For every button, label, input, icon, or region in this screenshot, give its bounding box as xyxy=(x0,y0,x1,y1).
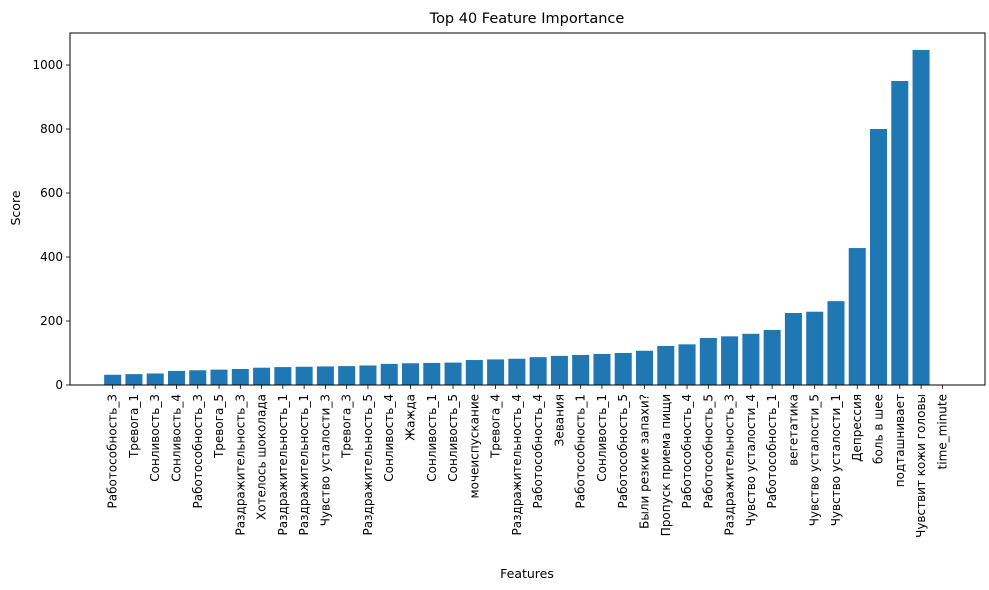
x-tick-label: боль в шее xyxy=(872,394,886,464)
bar xyxy=(657,345,675,385)
bars-layer xyxy=(104,49,930,386)
bar xyxy=(912,49,930,386)
x-tick-label: Чувство усталости_4 xyxy=(744,394,758,526)
y-tick-label: 600 xyxy=(40,186,63,200)
x-tick-label: Раздражительность_3 xyxy=(233,394,247,535)
x-tick-label: Работособность_3 xyxy=(106,394,120,509)
x-tick-label: Работособность_1 xyxy=(574,394,588,509)
x-axis-label: Features xyxy=(500,566,554,581)
x-tick-label: Раздражительность_1 xyxy=(297,394,311,535)
x-tick-label: Жажда xyxy=(403,394,417,441)
bar xyxy=(614,353,632,385)
bar xyxy=(572,354,590,385)
x-tick-label: Тревога_3 xyxy=(340,394,354,459)
bar xyxy=(550,355,568,385)
bar xyxy=(125,374,143,385)
x-tick-label: Раздражительность_5 xyxy=(361,394,375,535)
x-tick-label: Чувство усталости_1 xyxy=(829,394,843,526)
x-tick-label: подташнивает xyxy=(893,394,907,487)
bar xyxy=(295,366,313,385)
bar xyxy=(253,367,271,385)
bar xyxy=(508,358,526,385)
x-tick-label: Работособность_4 xyxy=(680,394,694,509)
bar xyxy=(167,370,185,385)
y-tick-label: 1000 xyxy=(32,58,63,72)
x-tick-label: Тревога_4 xyxy=(489,394,503,459)
bar xyxy=(699,337,717,385)
bar xyxy=(401,363,419,385)
x-tick-label: Пропуск приема пищи xyxy=(659,394,673,536)
bar xyxy=(678,344,696,385)
x-tick-label: Сонливость_4 xyxy=(169,394,183,482)
x-tick-label: мочеиспускание xyxy=(467,394,481,498)
bar xyxy=(380,363,398,385)
x-tick-label: Работособность_1 xyxy=(765,394,779,509)
bar xyxy=(848,248,866,385)
bar xyxy=(636,350,654,385)
x-tick-label: Тревога_5 xyxy=(212,394,226,459)
x-tick-label: Чувствит кожи головы xyxy=(914,394,928,538)
y-axis-label: Score xyxy=(8,190,23,225)
y-axis-ticks: 0 200 400 600 800 1000 xyxy=(32,58,70,392)
x-tick-label: Были резкие запахи? xyxy=(638,394,652,529)
bar xyxy=(827,301,845,385)
x-tick-label: Чувство усталости_5 xyxy=(808,394,822,526)
x-tick-label: Раздражительность_3 xyxy=(723,394,737,535)
y-tick-label: 400 xyxy=(40,250,63,264)
bar xyxy=(104,374,122,385)
bar xyxy=(891,81,909,385)
x-tick-label: Работособность_4 xyxy=(531,394,545,509)
bar xyxy=(529,357,547,385)
y-tick-label: 200 xyxy=(40,314,63,328)
chart-title: Top 40 Feature Importance xyxy=(429,11,625,27)
x-tick-label: Раздражительность_1 xyxy=(276,394,290,535)
x-tick-label: Сонливость_1 xyxy=(595,394,609,482)
y-tick-label: 800 xyxy=(40,122,63,136)
bar xyxy=(444,362,462,385)
bar xyxy=(487,359,505,385)
bar xyxy=(359,365,377,385)
bar xyxy=(784,313,802,385)
x-tick-label: Работособность_5 xyxy=(616,394,630,509)
x-tick-label: Сонливость_3 xyxy=(148,394,162,482)
x-tick-label: Сонливость_5 xyxy=(446,394,460,482)
x-tick-label: Работособность_3 xyxy=(191,394,205,509)
bar xyxy=(423,362,441,385)
y-tick-label: 0 xyxy=(55,378,63,392)
x-tick-label: Тревога_1 xyxy=(127,394,141,459)
x-tick-label: Раздражительность_4 xyxy=(510,394,524,535)
x-tick-label: Хотелось шоколада xyxy=(255,394,269,520)
x-tick-label: вегетатика xyxy=(786,394,800,466)
bar xyxy=(763,329,781,385)
bar xyxy=(210,369,228,385)
bar xyxy=(465,360,483,385)
bar xyxy=(146,373,164,385)
bar xyxy=(593,353,611,385)
bar xyxy=(742,333,760,385)
bar xyxy=(316,366,334,385)
bar xyxy=(870,129,888,385)
x-tick-label: Чувство усталости_3 xyxy=(318,394,332,526)
x-tick-label: Работособность_5 xyxy=(701,394,715,509)
x-tick-label: Зевания xyxy=(552,394,566,446)
x-tick-label: time_minute xyxy=(935,394,949,469)
bar xyxy=(806,311,824,385)
bar xyxy=(231,369,249,385)
bar xyxy=(189,370,207,385)
x-tick-label: Сонливость_4 xyxy=(382,394,396,482)
x-axis-ticks: Работособность_3 Тревога_1 Сонливость_3 Сон… xyxy=(106,385,949,538)
x-tick-label: Сонливость_1 xyxy=(425,394,439,482)
x-tick-label: Депрессия xyxy=(850,394,864,462)
bar xyxy=(338,366,356,385)
bar xyxy=(274,367,292,385)
bar xyxy=(721,336,739,385)
plot-frame xyxy=(69,32,986,386)
